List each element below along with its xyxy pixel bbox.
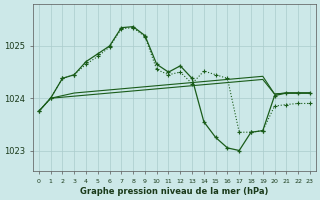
X-axis label: Graphe pression niveau de la mer (hPa): Graphe pression niveau de la mer (hPa) — [80, 187, 268, 196]
